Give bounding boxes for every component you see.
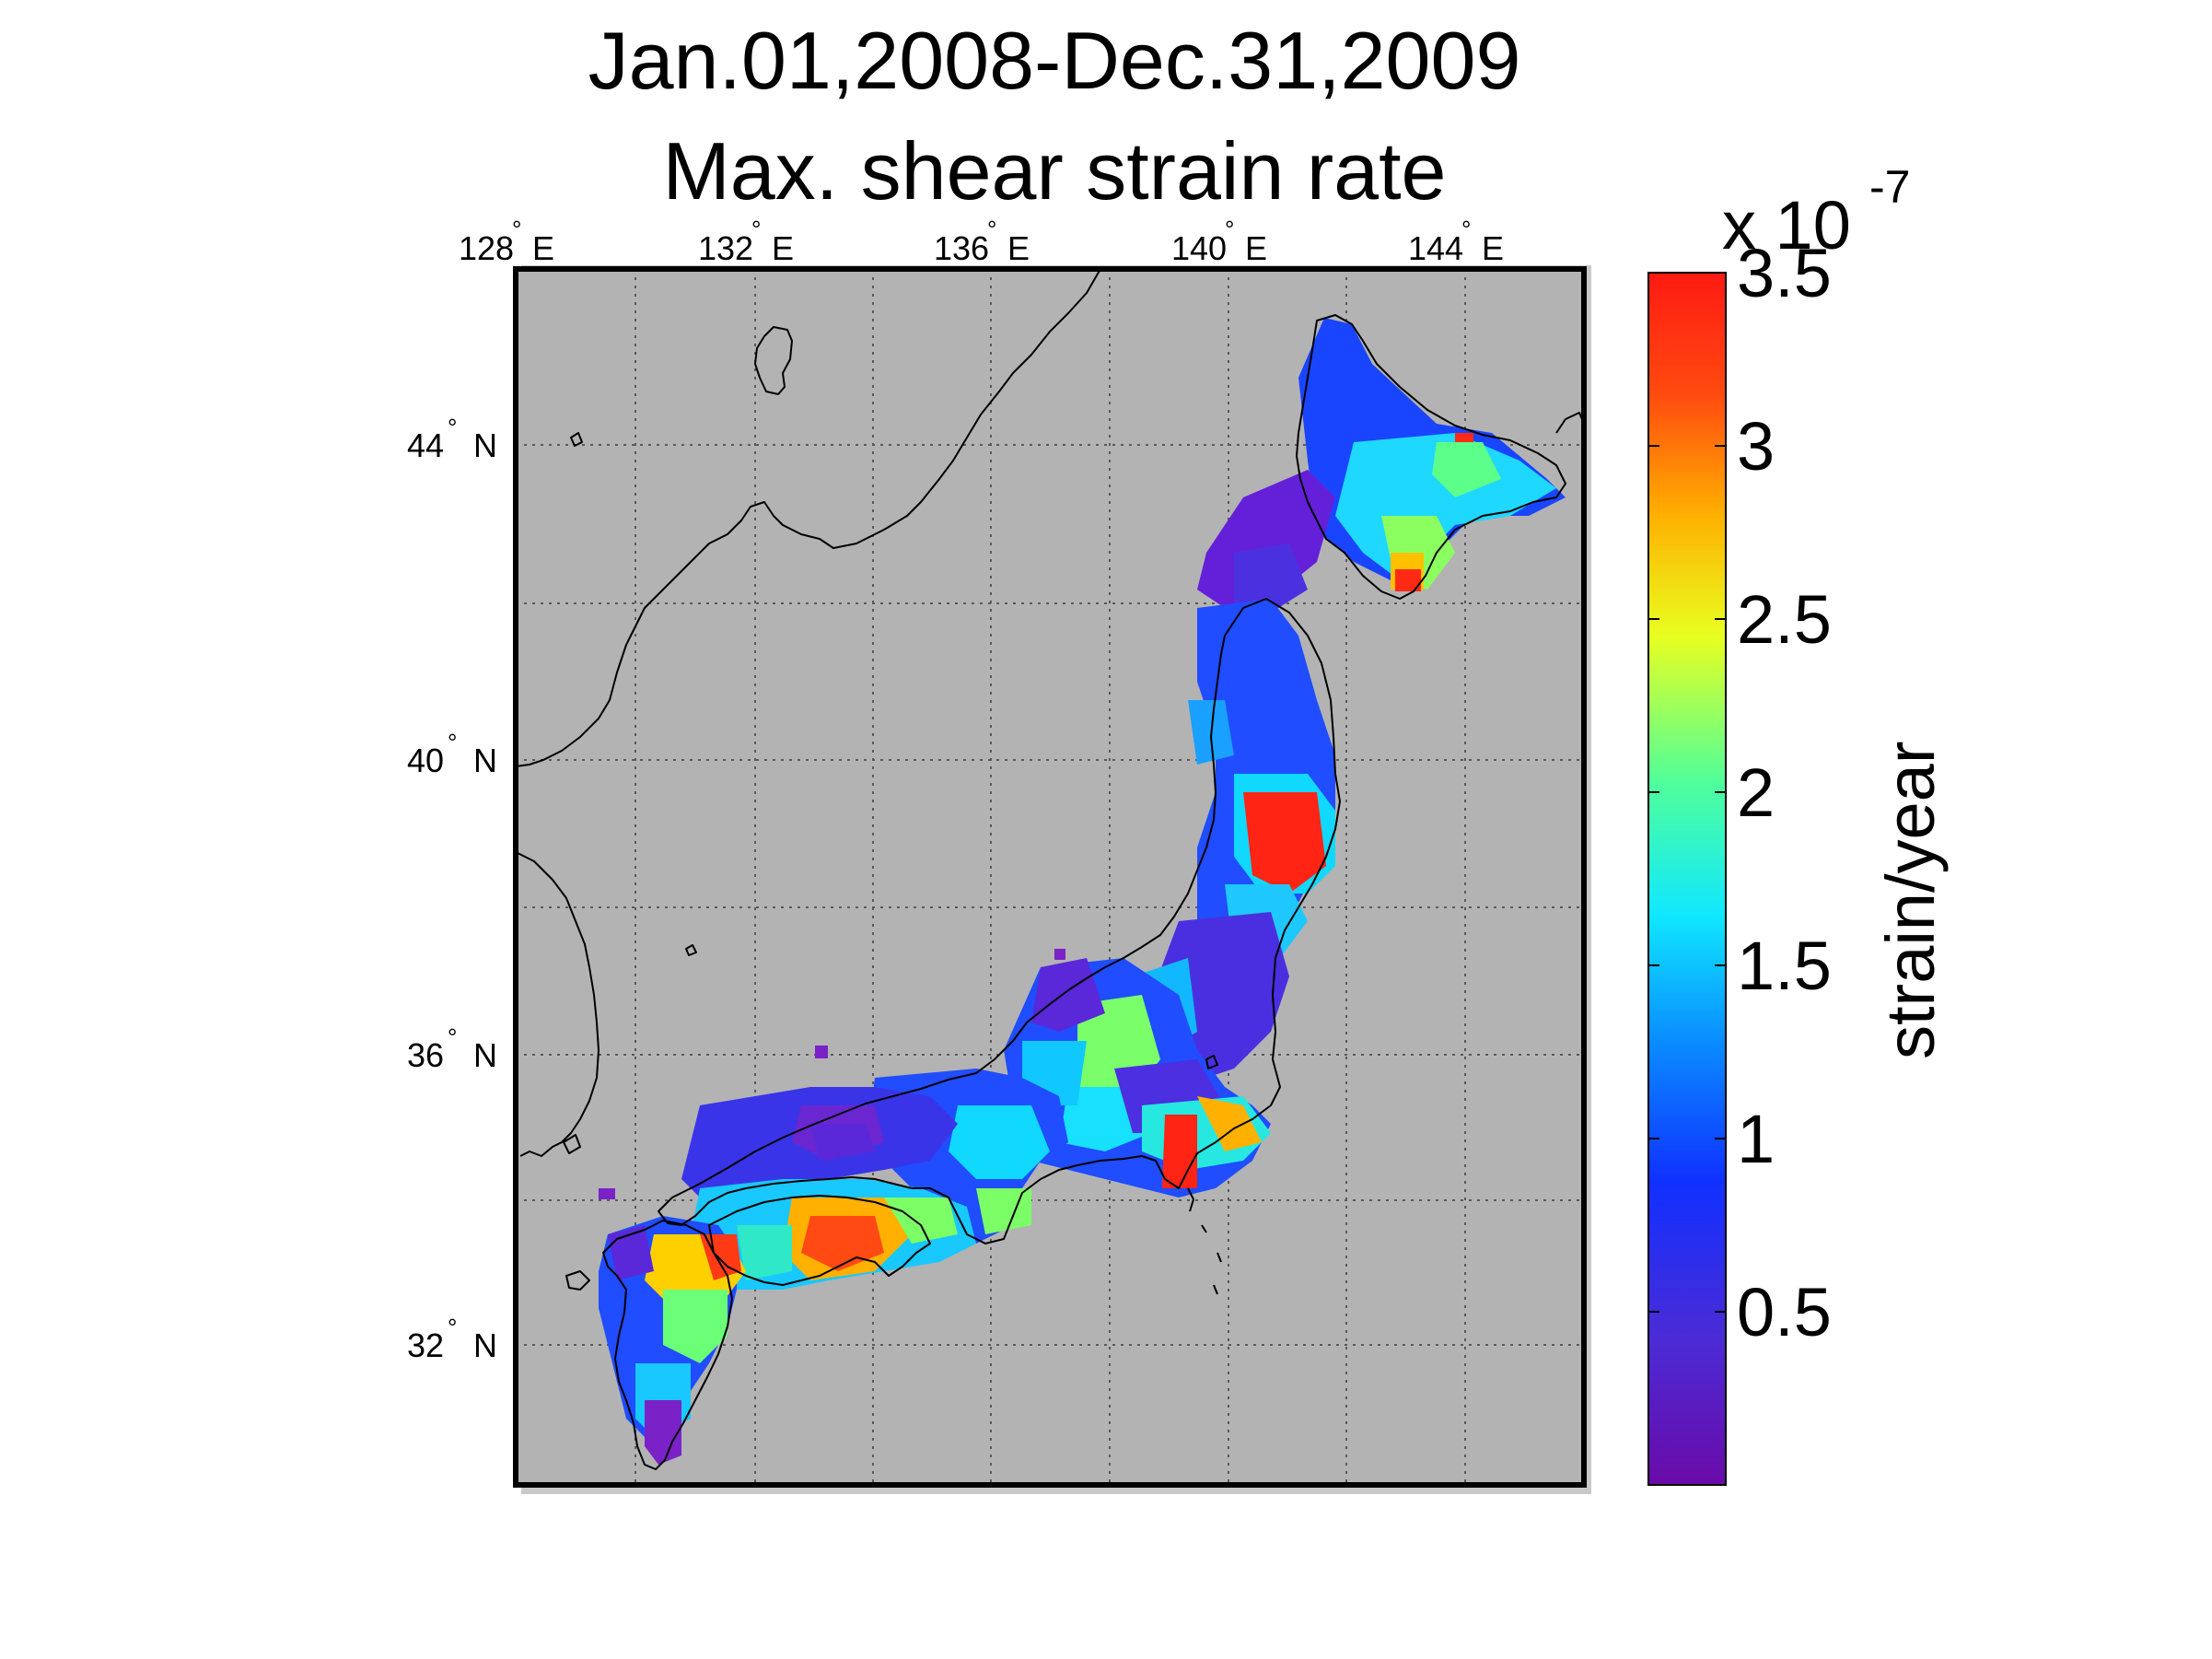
svg-text:°: ° — [448, 729, 457, 756]
svg-text:°: ° — [751, 216, 761, 243]
svg-text:44: 44 — [407, 426, 444, 464]
lon-label-144: 144° E — [1408, 216, 1504, 267]
colorbar-exponent: -7 — [1869, 161, 1910, 213]
chart-title-line-2: Max. shear strain rate — [662, 125, 1447, 216]
colorbar-frame — [1647, 272, 1727, 1486]
svg-text:°: ° — [448, 1314, 457, 1341]
latitude-labels: 44 ° N40 ° N36 ° N32 ° N — [407, 414, 497, 1364]
colorbar-tick-label: 0.5 — [1737, 1274, 1832, 1350]
svg-text:E: E — [532, 229, 554, 267]
svg-text:E: E — [1007, 229, 1030, 267]
colorbar-tick-label: 3.5 — [1737, 235, 1832, 311]
svg-text:140: 140 — [1171, 229, 1227, 267]
svg-text:N: N — [473, 426, 497, 464]
strain-rate-field — [599, 318, 1566, 1465]
colorbar-tick-label: 2.5 — [1737, 581, 1832, 658]
svg-text:36: 36 — [407, 1036, 444, 1074]
lon-label-132: 132° E — [698, 216, 794, 267]
colorbar-ticks: 3.5 3 2.5 2 1.5 1 0.5 — [1648, 235, 1832, 1350]
lon-label-128: 128° E — [459, 216, 554, 267]
svg-text:136: 136 — [934, 229, 989, 267]
colorbar — [1648, 273, 1726, 1485]
svg-text:°: ° — [512, 216, 521, 243]
colorbar-tick-label: 1.5 — [1737, 928, 1832, 1004]
longitude-labels: 128° E 132° E 136° E 140° E 144° E — [459, 216, 1504, 267]
svg-text:132: 132 — [698, 229, 753, 267]
colorbar-label: strain/year — [1872, 742, 1949, 1059]
svg-text:E: E — [772, 229, 794, 267]
svg-text:N: N — [473, 742, 497, 779]
lon-label-140: 140° E — [1171, 216, 1267, 267]
svg-text:144: 144 — [1408, 229, 1463, 267]
svg-text:40: 40 — [407, 742, 444, 779]
svg-text:E: E — [1245, 229, 1267, 267]
svg-text:N: N — [473, 1036, 497, 1074]
colorbar-tick-label: 2 — [1737, 754, 1775, 831]
svg-text:°: ° — [1461, 216, 1471, 243]
coastlines — [516, 269, 1584, 1470]
svg-text:°: ° — [1225, 216, 1234, 243]
svg-text:128: 128 — [459, 229, 514, 267]
svg-text:E: E — [1482, 229, 1504, 267]
svg-text:°: ° — [987, 216, 996, 243]
svg-text:°: ° — [448, 1023, 457, 1051]
lat-label-44: 44 ° N — [407, 414, 497, 464]
svg-text:N: N — [473, 1326, 497, 1364]
svg-text:°: ° — [448, 414, 457, 441]
map-frame — [513, 266, 1587, 1488]
lat-label-40: 40 ° N — [407, 729, 497, 779]
chart-title-line-1: Jan.01,2008-Dec.31,2009 — [588, 15, 1521, 106]
colorbar-tick-label: 1 — [1737, 1101, 1775, 1177]
lat-label-36: 36 ° N — [407, 1023, 497, 1074]
colorbar-tick-label: 3 — [1737, 408, 1775, 485]
lon-label-136: 136° E — [934, 216, 1030, 267]
lat-label-32: 32 ° N — [407, 1314, 497, 1364]
colorbar-multiplier: x 10 — [1722, 187, 1851, 263]
svg-text:32: 32 — [407, 1326, 444, 1364]
